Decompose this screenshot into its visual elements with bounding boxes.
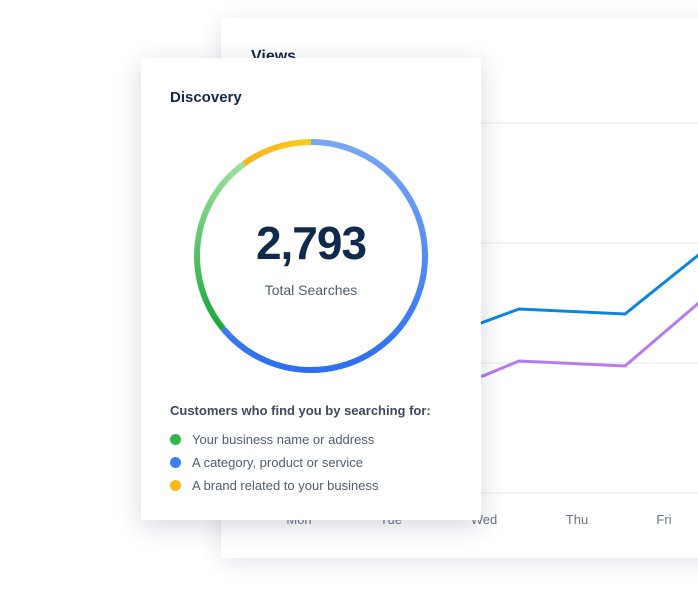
total-searches-label: Total Searches: [264, 282, 358, 298]
total-searches-value: 2,793: [255, 217, 367, 269]
legend-dot-green: [170, 434, 181, 445]
donut-segment-brand: [242, 139, 312, 167]
discovery-title: Discovery: [170, 89, 242, 106]
legend-heading: Customers who find you by searching for:: [170, 403, 431, 418]
discovery-card: Discovery 2,793 Total Searches Customers…: [141, 58, 481, 520]
legend-item-business-name: Your business name or address: [170, 428, 378, 451]
total-searches-donut: [194, 139, 428, 373]
legend-item-category: A category, product or service: [170, 451, 378, 474]
legend-item-brand: A brand related to your business: [170, 474, 378, 497]
donut-segment-business-name: [194, 161, 246, 331]
day-label-fri: Fri: [656, 512, 672, 527]
legend-label: Your business name or address: [192, 432, 375, 447]
legend-dot-blue: [170, 457, 181, 468]
donut-segment-category: [220, 139, 428, 373]
legend-dot-yellow: [170, 480, 181, 491]
legend-list: Your business name or address A category…: [170, 428, 378, 497]
legend-label: A brand related to your business: [192, 478, 379, 493]
day-label-thu: Thu: [565, 512, 589, 527]
legend-label: A category, product or service: [192, 455, 364, 470]
